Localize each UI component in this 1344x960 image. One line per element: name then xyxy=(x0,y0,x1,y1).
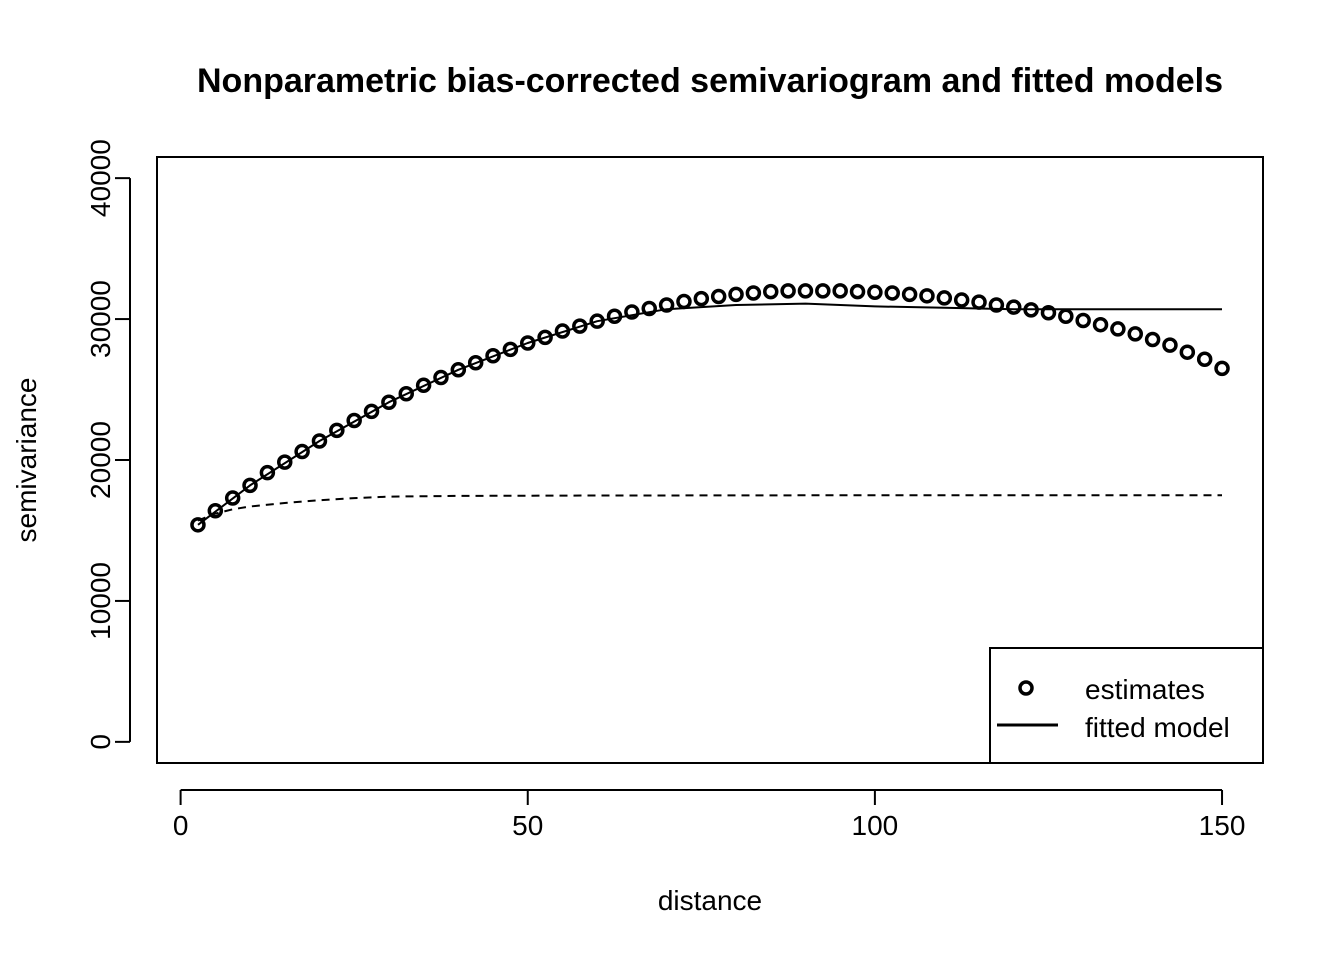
estimate-point xyxy=(1214,360,1230,377)
estimate-point xyxy=(919,288,935,304)
estimate-point xyxy=(346,412,362,429)
x-axis-label: distance xyxy=(658,885,762,916)
estimate-point xyxy=(224,490,241,506)
x-tick-label: 0 xyxy=(173,810,189,841)
estimate-point xyxy=(901,286,918,303)
estimate-point xyxy=(259,464,276,481)
y-tick-label: 20000 xyxy=(85,421,116,499)
legend-box xyxy=(989,647,1264,764)
series-estimates xyxy=(190,283,1230,533)
estimate-point xyxy=(728,286,744,303)
estimate-point xyxy=(936,290,953,306)
y-tick-label: 0 xyxy=(85,734,116,750)
estimate-point xyxy=(433,369,449,386)
estimate-point xyxy=(329,422,345,439)
estimate-point xyxy=(1196,351,1213,367)
estimate-point xyxy=(1040,304,1057,321)
legend-fitted-model-label: fitted model xyxy=(1085,712,1230,743)
estimate-point xyxy=(1006,299,1022,315)
estimate-point xyxy=(572,318,588,334)
estimate-point xyxy=(381,394,397,410)
estimate-point xyxy=(832,283,848,299)
estimate-point xyxy=(190,517,206,533)
estimate-point xyxy=(763,283,779,300)
plot-frame xyxy=(156,156,1264,764)
estimate-point xyxy=(1092,316,1109,333)
x-tick-label: 50 xyxy=(512,810,543,841)
estimate-point xyxy=(953,292,970,308)
estimate-point xyxy=(797,283,814,299)
estimate-point xyxy=(415,377,432,394)
chart-title: Nonparametric bias-corrected semivariogr… xyxy=(197,62,1223,100)
estimate-point xyxy=(589,313,605,329)
legend: estimates fitted model xyxy=(989,647,1264,764)
y-tick-label: 30000 xyxy=(85,280,116,358)
series-fitted-model-line xyxy=(197,302,1222,526)
estimate-point xyxy=(1127,326,1144,342)
estimate-point xyxy=(693,290,710,307)
y-tick-label: 10000 xyxy=(85,562,116,640)
estimate-point xyxy=(1110,321,1126,337)
estimate-point xyxy=(1144,331,1161,348)
estimate-point xyxy=(745,285,762,301)
estimate-point xyxy=(971,294,987,310)
estimate-point xyxy=(624,304,640,320)
estimate-point xyxy=(537,329,553,346)
estimate-point xyxy=(502,341,519,358)
estimate-point xyxy=(710,288,727,305)
estimate-point xyxy=(1058,308,1074,325)
estimate-point xyxy=(276,454,293,470)
estimate-point xyxy=(1162,337,1178,353)
estimate-point xyxy=(658,297,675,313)
x-tick-label: 150 xyxy=(1199,810,1246,841)
estimate-point xyxy=(867,284,883,301)
estimate-point xyxy=(398,386,414,402)
estimate-point xyxy=(242,477,258,494)
estimate-point xyxy=(467,355,484,371)
estimate-point xyxy=(1179,344,1196,360)
estimate-point xyxy=(988,297,1005,313)
estimate-point xyxy=(311,433,328,449)
y-axis: 0 10000 20000 30000 40000 xyxy=(85,139,131,750)
series-dashed-line xyxy=(197,494,1222,522)
y-axis-label: semivariance xyxy=(11,378,42,543)
estimate-point xyxy=(676,293,692,310)
estimate-point xyxy=(363,403,380,420)
x-tick-label: 100 xyxy=(852,810,899,841)
estimate-point xyxy=(849,283,866,300)
estimate-point xyxy=(606,308,623,325)
legend-estimates-label: estimates xyxy=(1085,674,1205,705)
estimate-point xyxy=(1075,312,1091,329)
estimate-point xyxy=(641,300,657,317)
estimate-point xyxy=(884,285,901,301)
estimate-point xyxy=(207,502,224,519)
legend-estimates-symbol xyxy=(1018,680,1034,696)
estimate-point xyxy=(780,283,796,299)
y-tick-label: 40000 xyxy=(85,139,116,217)
estimate-point xyxy=(294,443,310,460)
series-layer xyxy=(190,283,1230,533)
estimate-point xyxy=(485,347,501,364)
estimate-point xyxy=(519,335,536,351)
estimate-point xyxy=(815,283,831,299)
x-axis: 0 50 100 150 xyxy=(173,789,1246,841)
estimate-point xyxy=(450,362,467,378)
